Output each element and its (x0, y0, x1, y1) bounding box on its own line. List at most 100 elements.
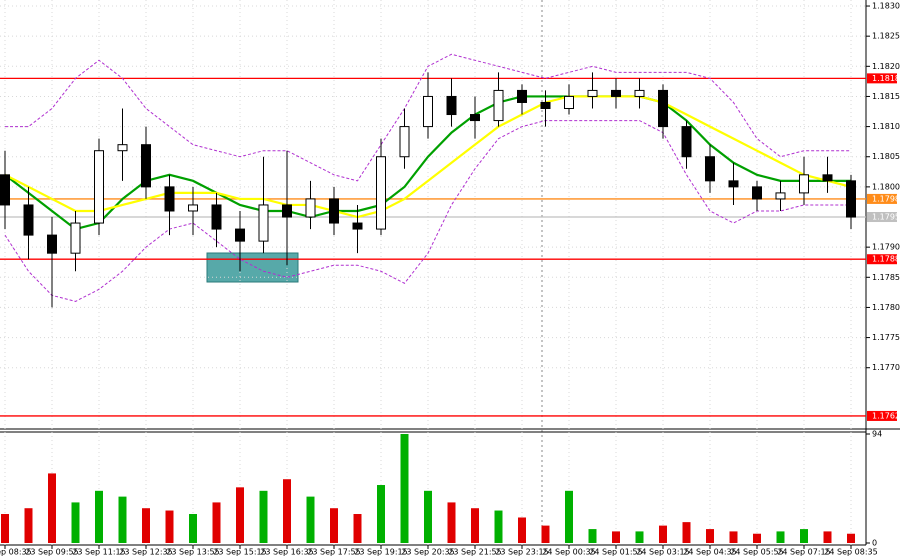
level-label-box (867, 193, 897, 204)
volume-bar (706, 529, 714, 543)
y-tick-label: 1.1830 (872, 2, 900, 11)
candle-body (23, 204, 34, 236)
volume-bar (847, 533, 855, 543)
x-tick-label: 23 Sep 09:55 (25, 548, 78, 557)
volume-bar (565, 490, 573, 543)
candle-body (188, 204, 198, 212)
candle-body (352, 222, 363, 230)
band-line (4, 120, 851, 302)
y-tick-label: 1.1775 (872, 333, 900, 342)
volume-tick-label: 94 (872, 430, 882, 439)
candle-body (517, 89, 527, 103)
volume-bar (165, 510, 174, 543)
candle-body (423, 95, 433, 128)
candle-body (611, 89, 621, 97)
candle-body (846, 180, 856, 218)
y-tick-label: 1.1805 (872, 152, 900, 161)
candle-body (282, 204, 292, 218)
x-tick-label: 24 Sep 04:35 (683, 548, 736, 557)
level-label: 1.1795 (872, 213, 900, 222)
candle-body (141, 144, 151, 188)
candle-body (446, 95, 457, 116)
candle-body (705, 156, 715, 182)
candle-body (564, 95, 574, 110)
x-tick-label: 24 Sep 05:55 (730, 548, 783, 557)
candle-body (775, 192, 786, 200)
x-tick-label: 23 Sep 13:55 (166, 548, 219, 557)
volume-bar (612, 531, 620, 543)
x-tick-label: 23 Sep 08:35 (0, 548, 32, 557)
x-tick-label: 23 Sep 16:35 (260, 548, 313, 557)
volume-bar (659, 525, 667, 543)
volume-bar (800, 529, 808, 543)
volume-bar (95, 490, 103, 543)
candle-body (540, 101, 551, 110)
candle-body (399, 126, 410, 158)
level-label: 1.1762 (872, 411, 900, 420)
level-label-box (867, 254, 897, 265)
candle-body (752, 186, 762, 200)
volume-bar (330, 508, 338, 543)
candle-body (681, 126, 692, 158)
volume-bar (212, 502, 221, 543)
y-tick-label: 1.1810 (872, 122, 900, 131)
candle-body (0, 174, 10, 206)
volume-bar (447, 502, 456, 543)
y-tick-label: 1.1785 (872, 273, 900, 282)
y-tick-label: 1.1790 (872, 243, 900, 252)
x-tick-label: 23 Sep 20:35 (401, 548, 454, 557)
candle-body (305, 198, 316, 218)
x-tick-label: 23 Sep 17:55 (307, 548, 360, 557)
x-tick-label: 23 Sep 15:15 (213, 548, 266, 557)
volume-tick-label: 0 (872, 539, 877, 548)
volume-bar (753, 533, 761, 543)
volume-bar (283, 479, 291, 543)
x-tick-label: 23 Sep 19:15 (354, 548, 407, 557)
volume-bar (776, 531, 785, 543)
volume-bar (142, 508, 150, 543)
volume-bar (306, 496, 315, 543)
level-label: 1.1798 (872, 194, 900, 203)
candle-body (117, 144, 128, 152)
volume-bar (588, 529, 597, 543)
volume-bar (48, 473, 56, 543)
candle-body (470, 114, 480, 122)
candle-body (164, 186, 175, 212)
volume-bar (24, 508, 33, 543)
volume-bar (494, 510, 503, 543)
volume-bar (400, 434, 409, 543)
volume-bar (189, 514, 197, 543)
volume-bar (236, 487, 244, 543)
x-tick-label: 23 Sep 21:55 (448, 548, 501, 557)
volume-bar (518, 517, 526, 543)
x-tick-label: 23 Sep 23:15 (495, 548, 548, 557)
volume-bar (118, 496, 127, 543)
volume-bar (682, 522, 691, 543)
y-tick-label: 1.1820 (872, 62, 900, 71)
volume-bar (71, 502, 80, 543)
level-label: 1.1818 (872, 74, 900, 83)
x-tick-label: 24 Sep 07:15 (777, 548, 830, 557)
volume-bar (471, 508, 479, 543)
candle-body (376, 156, 386, 230)
band-line (5, 53, 851, 182)
candle-body (587, 89, 598, 97)
x-tick-label: 24 Sep 00:35 (542, 548, 595, 557)
level-label-box (867, 410, 897, 421)
candle-body (728, 180, 739, 188)
candle-body (258, 204, 269, 242)
candle-body (329, 198, 339, 224)
volume-bar (1, 514, 9, 543)
volume-bar (635, 531, 644, 543)
volume-bar (541, 525, 550, 543)
x-tick-label: 24 Sep 03:15 (636, 548, 689, 557)
level-label: 1.1788 (872, 255, 900, 264)
level-label-box (867, 212, 897, 223)
candle-body (47, 234, 57, 254)
x-tick-label: 24 Sep 08:35 (824, 548, 877, 557)
x-tick-label: 23 Sep 11:15 (72, 548, 125, 557)
candle-body (493, 89, 504, 122)
y-tick-label: 1.1815 (872, 92, 900, 101)
